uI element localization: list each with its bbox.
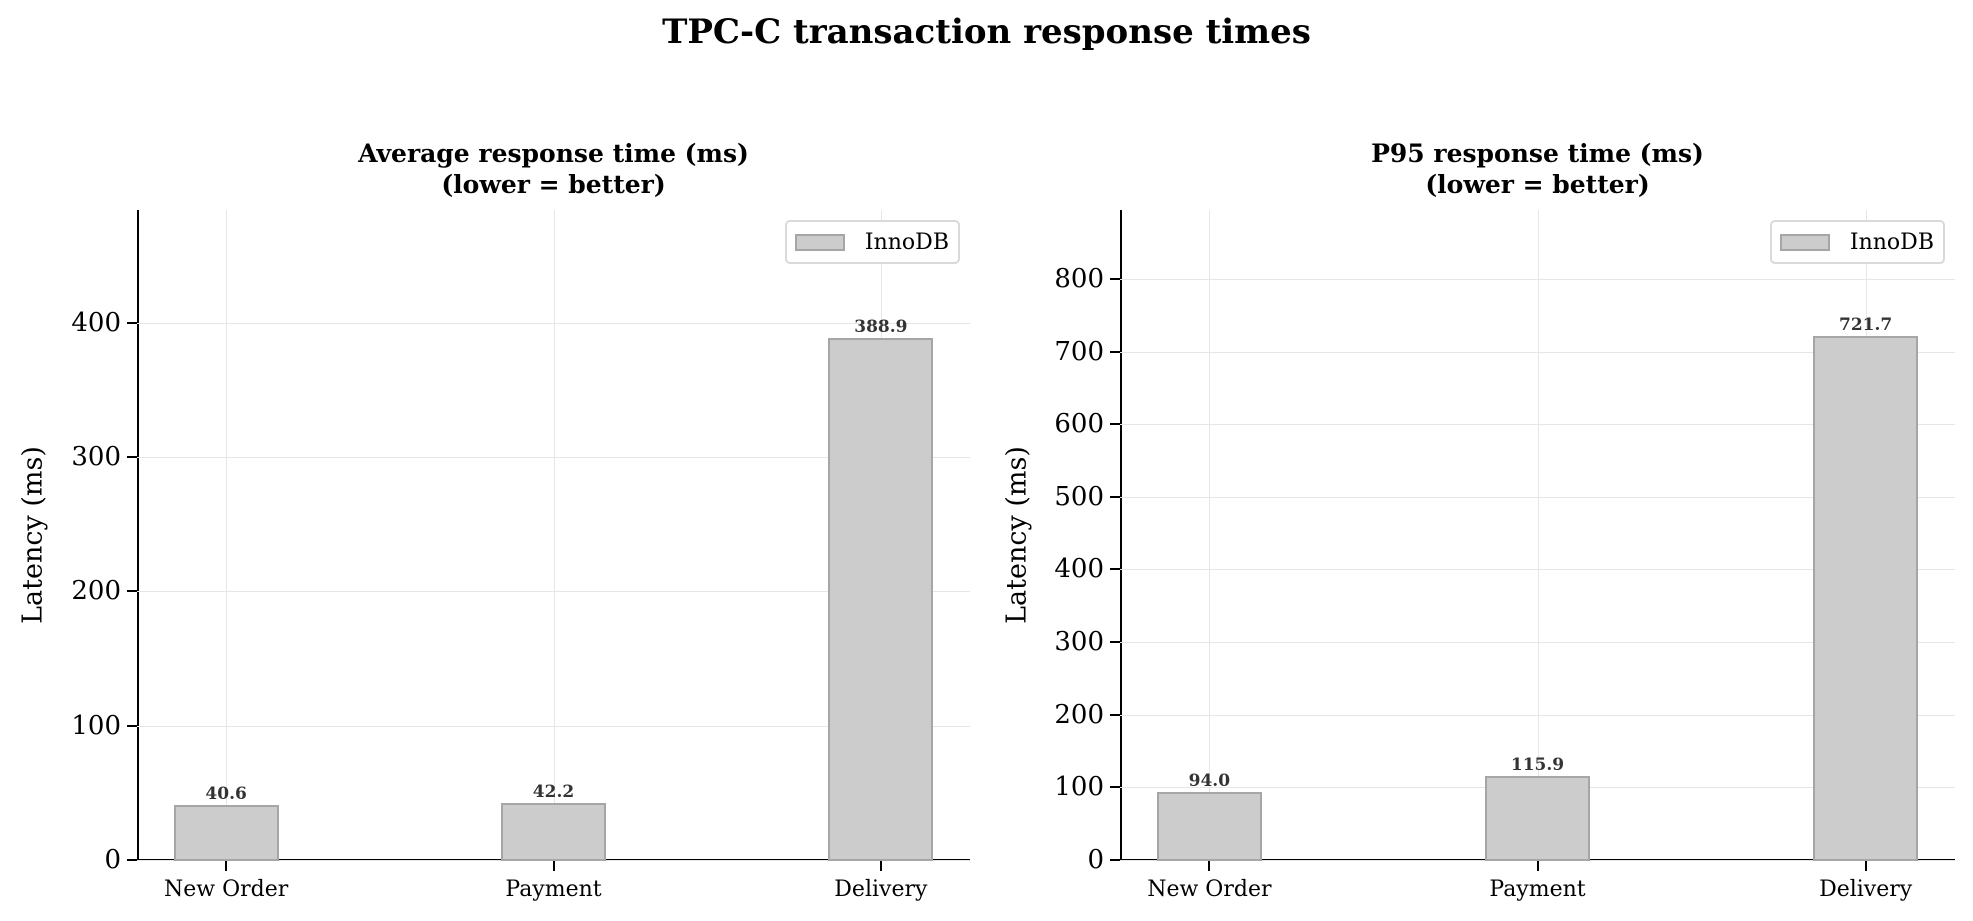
panel-title-line1: P95 response time (ms) (1371, 139, 1704, 168)
y-tick-label: 800 (1054, 263, 1104, 294)
legend-label: InnoDB (1849, 229, 1934, 255)
y-axis-spine (1120, 210, 1122, 861)
x-tick-mark (1536, 861, 1539, 871)
y-tick-mark (1110, 713, 1120, 716)
x-tick-label: Delivery (834, 877, 928, 902)
y-tick-label: 300 (71, 442, 121, 473)
bar-value-label: 40.6 (205, 784, 247, 805)
bar-value-label: 42.2 (532, 782, 575, 803)
legend-swatch (1779, 233, 1830, 251)
panel-title-line2: (lower = better) (441, 170, 666, 199)
y-tick-label: 0 (104, 845, 121, 875)
bar-payment (501, 803, 606, 861)
y-tick-label: 200 (71, 576, 121, 607)
x-tick-label: New Order (1147, 877, 1272, 902)
y-tick-mark (127, 859, 137, 861)
bar-new-order (173, 805, 279, 861)
panel-title: Average response time (ms) (lower = bett… (137, 138, 970, 200)
x-tick-mark (1208, 861, 1211, 871)
y-tick-mark (1110, 786, 1120, 789)
panel-title-line2: (lower = better) (1425, 170, 1650, 199)
y-tick-mark (1110, 423, 1120, 426)
x-tick-label: Payment (1489, 877, 1586, 902)
panel-title: P95 response time (ms) (lower = better) (1120, 138, 1955, 200)
y-tick-label: 0 (1087, 845, 1104, 875)
y-axis-label: Latency (ms) (17, 446, 49, 624)
y-axis-spine (137, 210, 139, 861)
y-tick-label: 600 (1054, 409, 1104, 440)
panel-title-line1: Average response time (ms) (358, 139, 749, 168)
y-tick-mark (127, 590, 137, 593)
x-tick-label: New Order (163, 877, 289, 902)
bar-value-label: 94.0 (1188, 770, 1231, 791)
bar-payment (1484, 775, 1590, 861)
x-tick-label: Delivery (1819, 877, 1913, 902)
bar-delivery (1813, 335, 1919, 861)
bar-value-label: 115.9 (1510, 754, 1565, 775)
y-tick-label: 700 (1054, 336, 1104, 367)
figure-title: TPC-C transaction response times (662, 12, 1311, 52)
y-axis-label: Latency (ms) (1001, 446, 1033, 624)
legend-swatch (794, 233, 845, 251)
x-tick-mark (552, 861, 555, 871)
gridline-vertical (1537, 210, 1539, 861)
gridline-vertical (1209, 210, 1211, 861)
legend: InnoDB (1769, 220, 1945, 264)
y-tick-mark (1110, 495, 1120, 498)
legend-label: InnoDB (864, 229, 949, 255)
gridline-vertical (553, 210, 555, 861)
plot-area: InnoDB 0 100 200 300 400 40.6 New Order 42.2 Pay… (71, 210, 970, 902)
y-tick-mark (1110, 277, 1120, 280)
y-tick-mark (1110, 859, 1120, 861)
y-tick-label: 300 (1054, 627, 1104, 658)
y-tick-mark (1110, 568, 1120, 571)
bar-value-label: 721.7 (1839, 314, 1893, 335)
y-tick-mark (127, 724, 137, 727)
y-tick-mark (1110, 641, 1120, 644)
x-tick-mark (225, 861, 228, 871)
y-tick-label: 100 (1054, 772, 1104, 803)
x-tick-mark (879, 861, 882, 871)
y-tick-mark (1110, 350, 1120, 353)
y-tick-label: 200 (1054, 699, 1104, 730)
y-tick-label: 400 (71, 307, 121, 338)
y-tick-mark (127, 321, 137, 324)
y-tick-mark (127, 456, 137, 459)
x-tick-mark (1864, 861, 1867, 871)
bar-delivery (828, 337, 934, 861)
gridline-vertical (226, 210, 228, 861)
y-tick-label: 500 (1054, 481, 1104, 512)
y-tick-label: 400 (1054, 554, 1104, 585)
y-tick-label: 100 (71, 710, 121, 741)
x-tick-label: Payment (505, 877, 602, 902)
bar-new-order (1156, 791, 1262, 861)
bar-value-label: 388.9 (854, 316, 908, 337)
legend: InnoDB (784, 220, 960, 264)
plot-area: InnoDB 0 100 200 300 400 500 600 700 800 94.0 New … (1054, 210, 1955, 902)
